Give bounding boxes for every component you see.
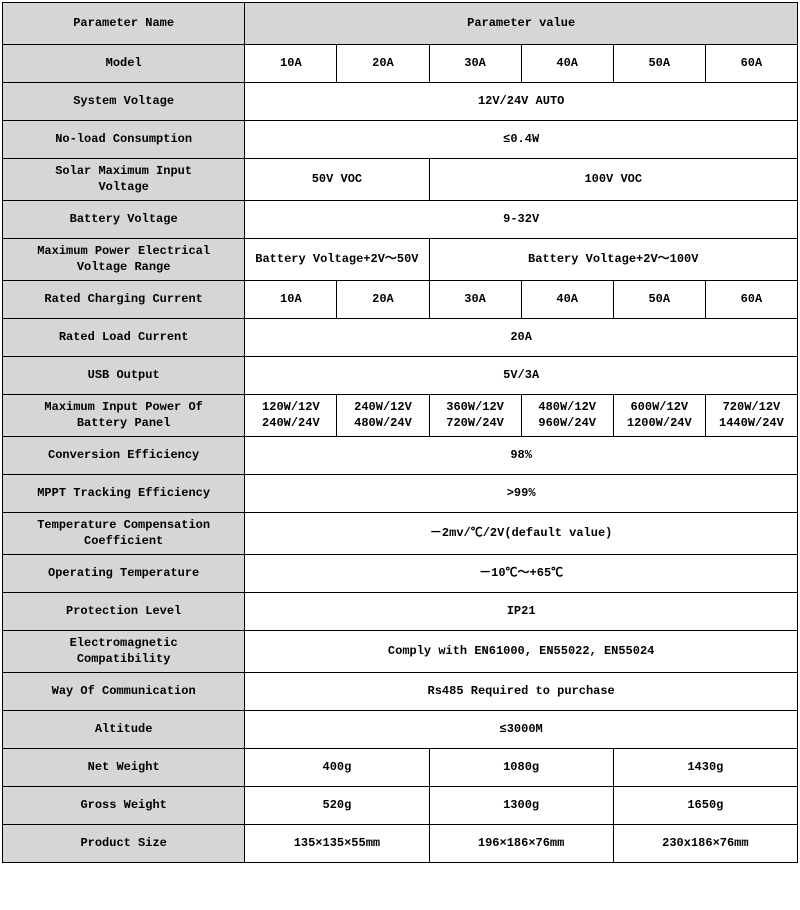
header-name: Parameter Name xyxy=(3,3,245,45)
row-label: USB Output xyxy=(3,357,245,395)
cell: 40A xyxy=(521,45,613,83)
row-label: Gross Weight xyxy=(3,787,245,825)
row-label: Protection Level xyxy=(3,593,245,631)
cell: 50A xyxy=(613,281,705,319)
row-label: Operating Temperature xyxy=(3,555,245,593)
cell: 400g xyxy=(245,749,429,787)
cell: 9-32V xyxy=(245,201,798,239)
header-value: Parameter value xyxy=(245,3,798,45)
cell: IP21 xyxy=(245,593,798,631)
cell: 520g xyxy=(245,787,429,825)
cell: 480W/12V 960W/24V xyxy=(521,395,613,437)
cell: 40A xyxy=(521,281,613,319)
cell: 360W/12V 720W/24V xyxy=(429,395,521,437)
row-label: Rated Charging Current xyxy=(3,281,245,319)
cell: 230x186×76mm xyxy=(613,825,797,863)
cell: 60A xyxy=(705,281,797,319)
row-label: MPPT Tracking Efficiency xyxy=(3,475,245,513)
row-label: Product Size xyxy=(3,825,245,863)
cell: －2mv/℃/2V(default value) xyxy=(245,513,798,555)
cell: 120W/12V 240W/24V xyxy=(245,395,337,437)
row-label: Altitude xyxy=(3,711,245,749)
row-label: System Voltage xyxy=(3,83,245,121)
cell: 60A xyxy=(705,45,797,83)
cell: Battery Voltage+2V～100V xyxy=(429,239,797,281)
row-label: Electromagnetic Compatibility xyxy=(3,631,245,673)
cell: 196×186×76mm xyxy=(429,825,613,863)
cell: 1300g xyxy=(429,787,613,825)
spec-table: Parameter Name Parameter value Model 10A… xyxy=(2,2,798,863)
row-label: Conversion Efficiency xyxy=(3,437,245,475)
cell: Rs485 Required to purchase xyxy=(245,673,798,711)
row-label: Temperature Compensation Coefficient xyxy=(3,513,245,555)
cell: 98% xyxy=(245,437,798,475)
cell: 30A xyxy=(429,45,521,83)
row-label: Way Of Communication xyxy=(3,673,245,711)
row-label: Rated Load Current xyxy=(3,319,245,357)
cell: ≤0.4W xyxy=(245,121,798,159)
cell: 5V/3A xyxy=(245,357,798,395)
row-label: Battery Voltage xyxy=(3,201,245,239)
row-label: Model xyxy=(3,45,245,83)
cell: 1080g xyxy=(429,749,613,787)
cell: 20A xyxy=(245,319,798,357)
row-label: Net Weight xyxy=(3,749,245,787)
cell: ≤3000M xyxy=(245,711,798,749)
cell: Comply with EN61000, EN55022, EN55024 xyxy=(245,631,798,673)
cell: 100V VOC xyxy=(429,159,797,201)
cell: 50V VOC xyxy=(245,159,429,201)
cell: 135×135×55mm xyxy=(245,825,429,863)
cell: 50A xyxy=(613,45,705,83)
cell: 1650g xyxy=(613,787,797,825)
cell: 600W/12V 1200W/24V xyxy=(613,395,705,437)
row-label: Maximum Input Power Of Battery Panel xyxy=(3,395,245,437)
cell: >99% xyxy=(245,475,798,513)
cell: 720W/12V 1440W/24V xyxy=(705,395,797,437)
cell: 10A xyxy=(245,281,337,319)
row-label: Solar Maximum Input Voltage xyxy=(3,159,245,201)
row-label: Maximum Power Electrical Voltage Range xyxy=(3,239,245,281)
cell: 30A xyxy=(429,281,521,319)
row-label: No-load Consumption xyxy=(3,121,245,159)
cell: Battery Voltage+2V～50V xyxy=(245,239,429,281)
cell: 10A xyxy=(245,45,337,83)
cell: 240W/12V 480W/24V xyxy=(337,395,429,437)
cell: 20A xyxy=(337,45,429,83)
cell: 12V/24V AUTO xyxy=(245,83,798,121)
cell: －10℃～+65℃ xyxy=(245,555,798,593)
cell: 1430g xyxy=(613,749,797,787)
cell: 20A xyxy=(337,281,429,319)
